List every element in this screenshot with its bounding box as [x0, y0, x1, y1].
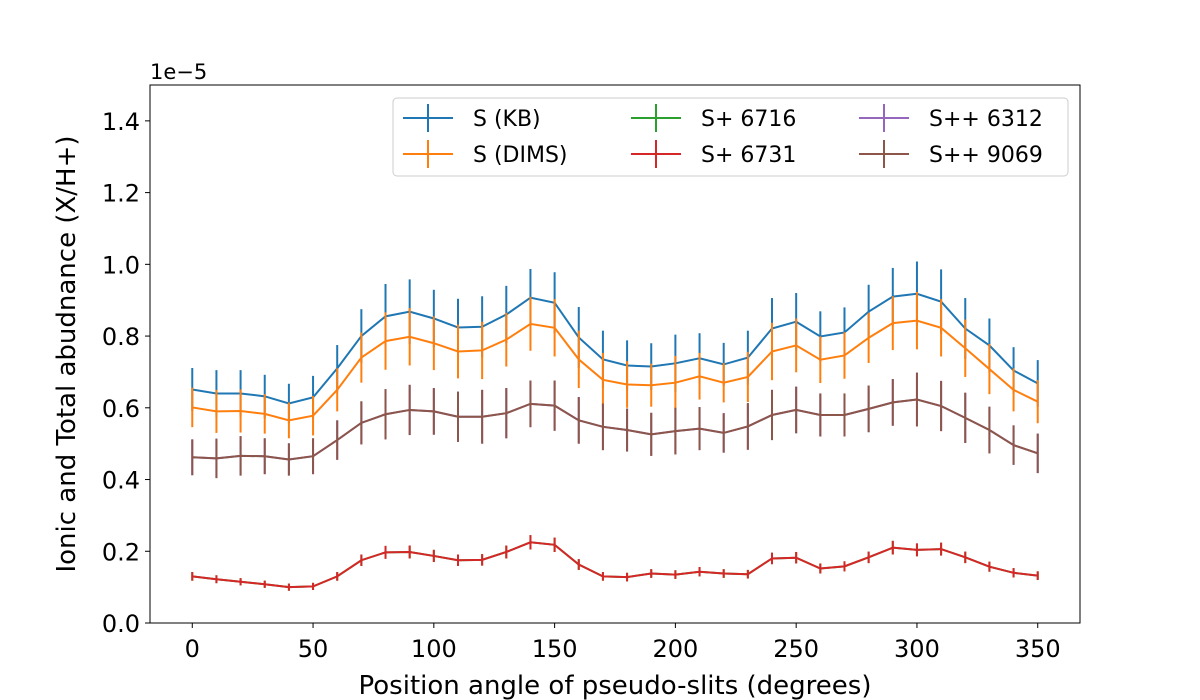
legend-label: S+ 6731 — [701, 143, 796, 168]
x-axis-label: Position angle of pseudo-slits (degrees) — [359, 671, 872, 700]
legend-label: S (KB) — [473, 107, 541, 132]
legend-label: S++ 9069 — [929, 143, 1043, 168]
y-tick-label: 1.4 — [102, 108, 140, 136]
y-tick-label: 0.2 — [102, 538, 140, 566]
series-line — [192, 541, 1038, 589]
x-tick-label: 0 — [185, 635, 200, 663]
y-offset-label: 1e−5 — [150, 60, 207, 84]
series-line — [192, 398, 1039, 461]
legend-label: S++ 6312 — [929, 107, 1043, 132]
y-axis-label: Ionic and Total abudnance (X/H+) — [52, 135, 82, 572]
x-tick-label: 250 — [773, 635, 819, 663]
y-tick-label: 0.8 — [102, 323, 140, 351]
x-tick-label: 100 — [411, 635, 457, 663]
y-tick-label: 0.0 — [102, 610, 140, 638]
legend-label: S (DIMS) — [473, 143, 568, 168]
y-tick-label: 1.2 — [102, 180, 140, 208]
legend-label: S+ 6716 — [701, 107, 796, 132]
x-tick-label: 200 — [652, 635, 698, 663]
x-tick-label: 50 — [298, 635, 329, 663]
y-tick-label: 0.6 — [102, 395, 140, 423]
x-tick-label: 150 — [532, 635, 578, 663]
series-line — [192, 319, 1039, 422]
x-tick-label: 300 — [894, 635, 940, 663]
plot-frame — [149, 84, 1081, 624]
x-tick-label: 350 — [1015, 635, 1061, 663]
y-tick-label: 1.0 — [102, 251, 140, 279]
y-tick-label: 0.4 — [102, 467, 140, 495]
series-line — [192, 292, 1039, 405]
